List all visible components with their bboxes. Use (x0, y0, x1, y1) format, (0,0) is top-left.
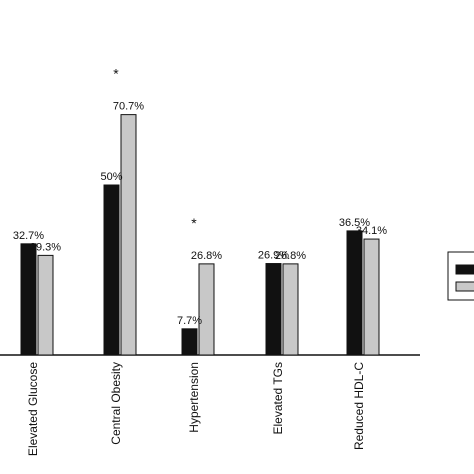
value-label-series-2-3: 26.8% (275, 250, 306, 262)
bar-series-1-1 (103, 184, 120, 356)
significance-marker-1: * (113, 66, 119, 82)
bar-series-2-0 (37, 254, 54, 356)
bar-series-2-2 (198, 263, 215, 356)
value-labels-layer: 32.7%29.3%50%70.7%7.7%26.8% 26.9%26.8%36.… (13, 101, 387, 327)
category-label-4: Reduced HDL-C (352, 362, 366, 450)
legend-swatch-series-2 (455, 281, 474, 292)
value-label-series-1-2: 7.7% (177, 315, 202, 327)
significance-layer: ** (113, 66, 197, 231)
category-label-2: Hypertension (187, 362, 201, 433)
category-label-1: Central Obesity (109, 362, 123, 445)
tick-labels-layer: Elevated Glucose Central Obesity Hypertens… (26, 362, 366, 456)
value-label-series-2-1: 70.7% (113, 101, 144, 113)
significance-marker-2: * (191, 215, 197, 231)
value-label-series-2-2: 26.8% (191, 250, 222, 262)
bar-series-1-2 (181, 328, 198, 356)
bar-series-1-3 (265, 263, 282, 356)
category-label-0: Elevated Glucose (26, 362, 40, 456)
value-label-series-2-4: 34.1% (356, 225, 387, 237)
value-label-series-1-4: 36.5% (339, 217, 370, 229)
value-label-series-1-1: 50% (100, 171, 122, 183)
bar-series-1-0 (20, 243, 37, 356)
bar-series-2-1 (120, 114, 137, 356)
category-label-3: Elevated TGs (271, 362, 285, 434)
value-label-series-1-3: 26.9% (258, 250, 289, 262)
legend-frame (447, 251, 474, 301)
legend (447, 251, 474, 301)
bars-layer (20, 114, 380, 356)
bar-series-1-4 (346, 230, 363, 356)
bar-series-2-3 (282, 263, 299, 356)
value-label-series-2-0: 29.3% (30, 241, 61, 253)
value-label-series-1-0: 32.7% (13, 230, 44, 242)
bar-series-2-4 (363, 238, 380, 356)
legend-swatch-series-1 (455, 264, 474, 275)
